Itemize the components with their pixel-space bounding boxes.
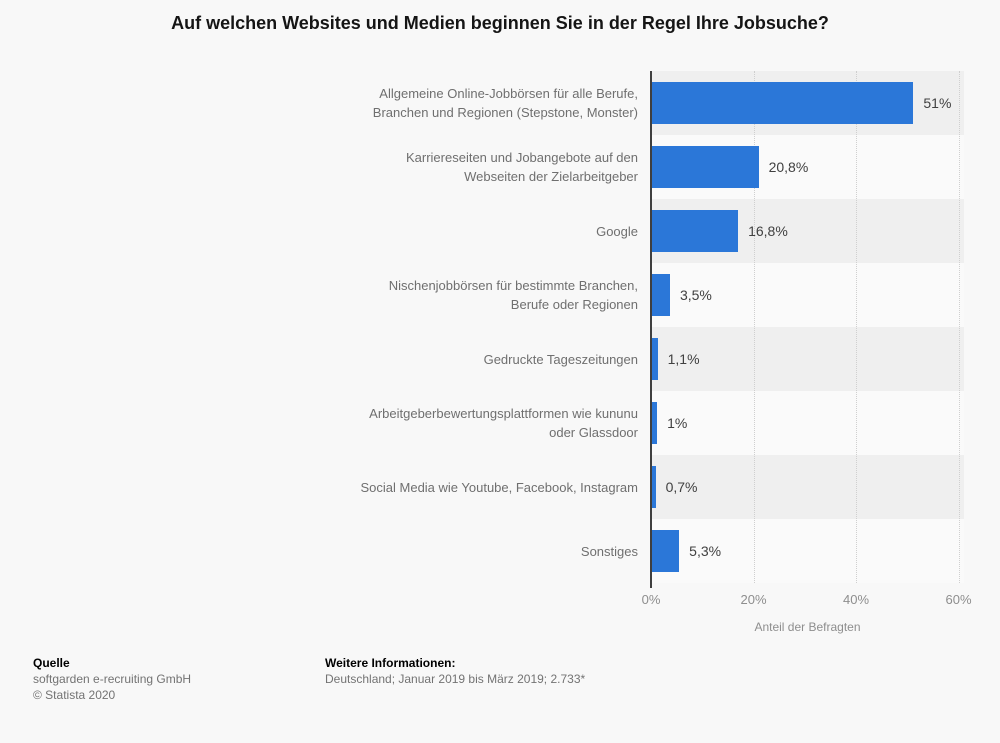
chart-title: Auf welchen Websites und Medien beginnen… [171,13,829,33]
row-band [652,519,964,583]
info-heading: Weitere Informationen: [325,656,456,670]
category-label: Social Media wie Youtube, Facebook, Inst… [360,479,638,495]
value-label: 1% [667,415,688,431]
row-band [652,327,964,391]
value-label: 20,8% [768,159,809,175]
value-label: 3,5% [679,287,712,303]
value-label: 51% [923,95,952,111]
row-band [652,263,964,327]
chart-row: Nischenjobbörsen für bestimmte Branchen,… [0,263,1000,327]
info-block: Weitere Informationen: Deutschland; Janu… [325,656,585,689]
row-band [652,455,964,519]
value-label: 1,1% [667,351,700,367]
x-tick-label: 40% [842,592,870,607]
plot-area [651,71,964,583]
gridline [856,71,857,583]
value-label: 0,7% [665,479,698,495]
chart-row: Allgemeine Online-Jobbörsen für alle Ber… [0,71,1000,135]
bar-chart: Allgemeine Online-Jobbörsen für alle Ber… [0,71,1000,588]
info-details: Deutschland; Januar 2019 bis März 2019; … [325,672,586,686]
value-label: 5,3% [689,543,722,559]
bar [652,146,759,188]
x-tick-label: 20% [740,592,767,607]
bar [652,338,658,380]
category-label: Google [596,223,638,239]
chart-row: Karriereseiten und Jobangebote auf den W… [0,135,1000,199]
gridline [753,71,755,583]
value-label: 16,8% [748,223,788,239]
category-label: Allgemeine Online-Jobbörsen für alle Ber… [372,86,638,120]
category-label: Arbeitgeberbewertungsplattformen wie kun… [369,406,638,440]
x-axis-label: Anteil der Befragten [754,620,861,634]
bar [652,274,670,316]
chart-row: Gedruckte Tageszeitungen 1,1% [0,327,1000,391]
source-company: softgarden e-recruiting GmbH [33,672,192,686]
bar [652,530,680,572]
x-axis-ticks: 0% 20% 40% 60% [642,583,972,607]
chart-row: Google 16,8% [0,199,1000,263]
chart-row: Arbeitgeberbewertungsplattformen wie kun… [0,391,1000,455]
bar [652,402,658,444]
bar [652,466,656,508]
category-label: Sonstiges [580,543,638,559]
source-heading: Quelle [33,656,70,670]
bar [652,82,914,124]
x-tick-label: 0% [641,592,661,607]
chart-row: Social Media wie Youtube, Facebook, Inst… [0,455,1000,519]
gridline [958,71,960,583]
copyright-notice: © Statista 2020 [33,688,116,702]
source-block: Quelle softgarden e-recruiting GmbH © St… [33,656,191,705]
x-tick-label: 60% [945,592,972,607]
category-label: Karriereseiten und Jobangebote auf den W… [405,150,638,184]
chart-row: Sonstiges 5,3% [0,519,1000,583]
category-label: Nischenjobbörsen für bestimmte Branchen,… [388,278,638,312]
bar [652,210,739,252]
y-axis-line [650,71,652,588]
category-label: Gedruckte Tageszeitungen [483,351,638,367]
row-band [652,391,964,455]
